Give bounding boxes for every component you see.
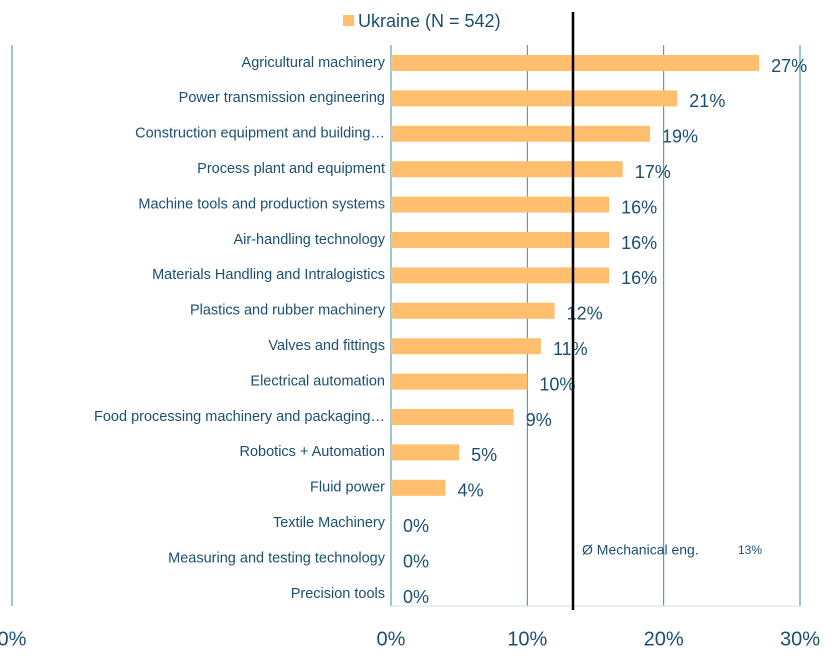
category-label: Valves and fittings [268, 338, 385, 354]
category-label: Construction equipment and building… [135, 126, 385, 142]
value-label: 9% [526, 410, 552, 430]
category-label: Power transmission engineering [179, 90, 385, 106]
value-label: 11% [553, 339, 588, 359]
value-label: 16% [621, 233, 657, 253]
category-label: Materials Handling and Intralogistics [152, 267, 385, 283]
bar [391, 232, 610, 248]
x-tick-label: 30% [780, 628, 820, 650]
reference-label: Ø Mechanical eng. [582, 542, 699, 558]
bar [391, 55, 760, 71]
value-label: 0% [403, 587, 429, 607]
category-label: Plastics and rubber machinery [190, 303, 386, 319]
category-label: Process plant and equipment [197, 161, 385, 177]
x-tick-label: 20% [644, 628, 684, 650]
value-label: 0% [403, 516, 429, 536]
value-label: 5% [471, 445, 497, 465]
value-label: 21% [689, 91, 725, 111]
category-label: Measuring and testing technology [168, 550, 386, 566]
category-label: Food processing machinery and packaging… [94, 409, 385, 425]
left-tick-label: 0% [0, 628, 27, 650]
category-label: Fluid power [310, 480, 385, 496]
bar [391, 125, 651, 142]
category-label: Textile Machinery [273, 515, 386, 531]
bar [391, 196, 610, 213]
bar [391, 161, 623, 178]
x-tick-label: 10% [507, 628, 547, 650]
bar [391, 302, 555, 319]
legend-label: Ukraine (N = 542) [358, 11, 501, 31]
category-label: Agricultural machinery [242, 55, 386, 71]
value-label: 27% [771, 56, 807, 76]
value-label: 4% [458, 481, 484, 501]
value-label: 17% [635, 162, 671, 182]
category-label: Air-handling technology [233, 232, 385, 248]
bar [391, 267, 610, 284]
legend-swatch [343, 15, 354, 26]
bar [391, 444, 460, 461]
category-label: Precision tools [291, 586, 385, 602]
bar [391, 338, 541, 355]
category-label: Electrical automation [250, 373, 385, 389]
value-label: 12% [567, 304, 603, 324]
value-label: 10% [539, 374, 575, 394]
bar [391, 409, 514, 425]
bar [391, 479, 446, 496]
value-label: 19% [662, 127, 698, 147]
value-label: 16% [621, 197, 657, 217]
category-label: Robotics + Automation [240, 444, 386, 460]
value-label: 0% [403, 551, 429, 571]
category-label: Machine tools and production systems [138, 196, 385, 212]
value-label: 16% [621, 268, 657, 288]
bar [391, 90, 678, 107]
x-tick-label: 0% [377, 628, 406, 650]
reference-value-label: 13% [738, 543, 762, 557]
bar [391, 373, 528, 390]
